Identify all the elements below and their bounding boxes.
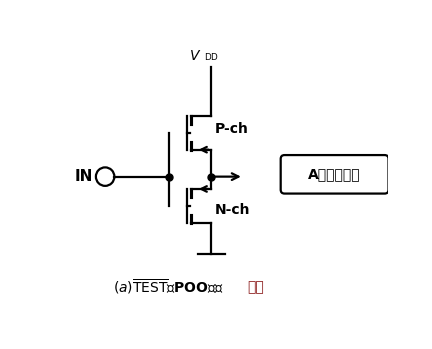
Text: P-ch: P-ch <box>215 122 249 136</box>
FancyBboxPatch shape <box>281 155 388 194</box>
Text: A型输出电路: A型输出电路 <box>308 167 361 181</box>
Text: $(a)\overline{\rm TEST}$、POO端的: $(a)\overline{\rm TEST}$、POO端的 <box>113 277 224 296</box>
Text: N-ch: N-ch <box>215 203 251 217</box>
Text: $\mathit{V}$: $\mathit{V}$ <box>189 49 201 63</box>
Text: $_{\mathrm{DD}}$: $_{\mathrm{DD}}$ <box>204 50 219 63</box>
Text: IN: IN <box>74 169 93 184</box>
Text: 结构: 结构 <box>248 280 264 294</box>
